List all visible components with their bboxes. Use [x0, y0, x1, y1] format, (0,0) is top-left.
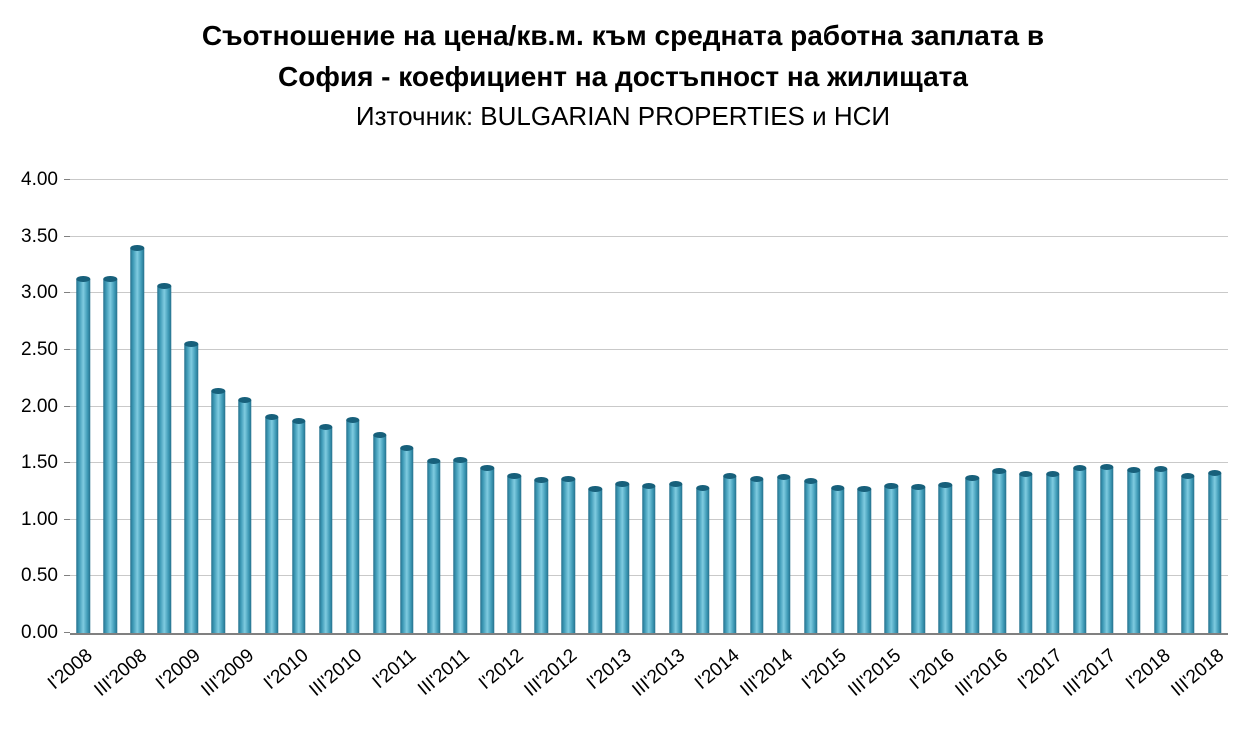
bar [534, 477, 549, 633]
chart-title-line-1: Съотношение на цена/кв.м. към средната р… [201, 20, 1045, 51]
bar [830, 485, 845, 633]
y-axis-label: 1.50 [21, 452, 58, 474]
x-axis-label: III'2008 [90, 645, 151, 701]
bar [319, 423, 334, 633]
y-axis-tick [64, 179, 70, 180]
x-axis-label: III'2015 [844, 645, 905, 701]
y-axis-label: 0.50 [21, 565, 58, 587]
y-axis-tick [64, 575, 70, 577]
y-axis-label: 2.00 [21, 395, 58, 417]
bar [453, 456, 468, 633]
bar [1073, 464, 1088, 633]
bar [1019, 471, 1034, 633]
bar [884, 482, 899, 633]
x-axis-label: III'2012 [520, 645, 582, 701]
y-axis-tick [64, 518, 70, 520]
bar [130, 244, 145, 633]
bar [965, 474, 980, 633]
bar [1127, 466, 1141, 633]
x-axis-label: I'2015 [798, 645, 852, 694]
x-axis-label: I'2017 [1013, 645, 1067, 694]
bar [1153, 465, 1168, 633]
bar [507, 472, 522, 633]
bar [157, 283, 172, 633]
x-axis-labels: I'2008 III'2008 I'2009 III'2009 I'2010 III'20… [44, 635, 1229, 740]
x-axis-label: I'2016 [906, 645, 959, 694]
bar [1207, 470, 1222, 633]
y-axis-tick [64, 292, 70, 294]
bar [265, 413, 280, 633]
bar [1180, 472, 1195, 633]
plot-outer: 0.00 0.50 1.00 1.50 2.00 2.50 3.00 3.50 4.00 I'2… [21, 169, 1228, 701]
y-axis-label: 3.00 [21, 282, 58, 304]
bar [992, 468, 1007, 633]
bar [238, 396, 253, 633]
bar [723, 472, 737, 633]
x-axis-label: III'2014 [736, 645, 798, 701]
x-axis-label: I'2010 [259, 645, 313, 694]
chart-title-block: Съотношение на цена/кв.м. към средната р… [0, 16, 1246, 132]
bar [399, 445, 414, 633]
bar [911, 483, 926, 633]
y-axis-tick [64, 348, 70, 350]
bar [372, 431, 387, 633]
gridline [70, 348, 1228, 350]
x-axis-label: I'2014 [690, 645, 744, 694]
x-axis-label: I'2018 [1121, 645, 1175, 694]
gridline [70, 292, 1228, 294]
x-axis-label: III'2013 [628, 645, 690, 701]
chart-title-line-2: София - коефициент на достъпност на жили… [278, 60, 968, 92]
y-axis-tick [64, 405, 70, 407]
bar [184, 341, 199, 633]
chart-subtitle-source: Източник: BULGARIAN PROPERTIES и НСИ [355, 101, 891, 132]
bar [696, 485, 711, 633]
bar [938, 481, 953, 633]
bar [103, 275, 118, 633]
x-axis-label: III'2009 [197, 645, 259, 701]
bar [642, 482, 657, 633]
bar [1046, 471, 1061, 633]
bar [615, 480, 630, 633]
x-axis-label: I'2012 [475, 645, 528, 694]
gridline [70, 405, 1228, 407]
y-axis-label: 2.50 [21, 338, 58, 360]
bar [776, 473, 791, 633]
bar [749, 475, 764, 633]
bar [292, 418, 307, 633]
bar [426, 457, 441, 633]
x-axis-label: III'2016 [951, 645, 1013, 701]
x-axis-label: III'2010 [305, 645, 367, 701]
plot-area: 0.00 0.50 1.00 1.50 2.00 2.50 3.00 3.50 4.00 [21, 169, 1228, 643]
y-axis-tick [64, 632, 70, 633]
gridline [70, 462, 1228, 464]
x-axis-label: I'2013 [582, 645, 636, 694]
y-axis-label: 4.00 [21, 169, 58, 190]
y-axis-label: 3.50 [21, 225, 58, 247]
bar [857, 486, 872, 633]
x-axis-label: I'2011 [368, 645, 421, 694]
gridline [70, 235, 1228, 237]
x-axis-label: III'2017 [1059, 645, 1121, 701]
bar [480, 464, 495, 633]
x-axis-label: I'2009 [151, 645, 205, 694]
x-axis-label: I'2008 [44, 645, 97, 694]
x-axis-label: III'2018 [1167, 645, 1229, 701]
bar [211, 387, 226, 633]
x-axis-label: III'2011 [414, 645, 474, 700]
bar [76, 275, 91, 633]
y-axis-label: 1.00 [21, 508, 58, 530]
bar [346, 417, 360, 633]
gridline [70, 179, 1228, 180]
y-axis-tick [64, 462, 70, 464]
bar [588, 486, 603, 633]
bar [561, 475, 576, 633]
y-axis-tick [64, 235, 70, 237]
bar [1100, 463, 1115, 633]
y-axis-label: 0.00 [21, 622, 58, 643]
bar [803, 478, 818, 633]
bar [669, 480, 684, 633]
